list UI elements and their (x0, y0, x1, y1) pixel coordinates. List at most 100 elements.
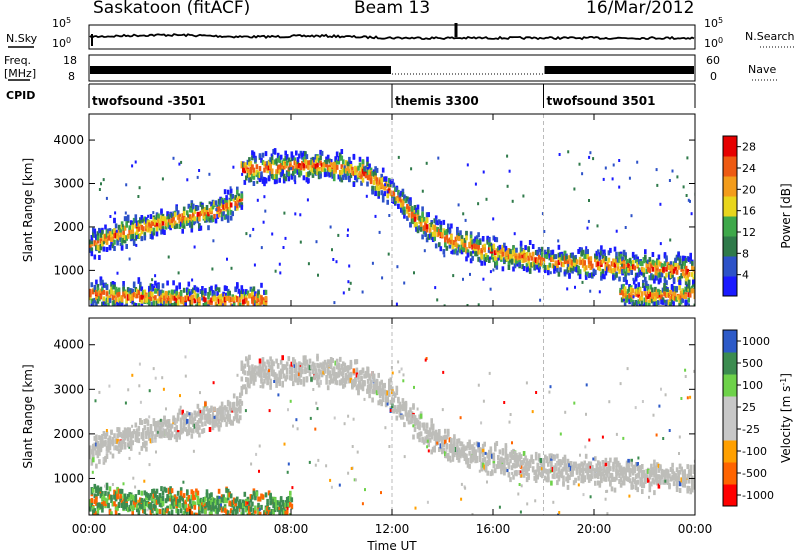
echo-cell (618, 462, 621, 468)
echo-cell (443, 304, 446, 306)
echo-cell (102, 246, 106, 252)
echo-cell (669, 467, 673, 472)
echo-cell (613, 487, 617, 493)
echo-cell (539, 472, 543, 478)
echo-cell (246, 361, 250, 367)
echo-cell (335, 380, 339, 386)
echo-cell (216, 422, 219, 428)
echo-cell (252, 181, 256, 186)
echo-cell (403, 206, 406, 212)
echo-cell (217, 303, 221, 306)
echo-cell (198, 302, 201, 306)
echo-cell (624, 252, 627, 258)
echo-cell (229, 186, 232, 190)
echo-cell (251, 291, 254, 297)
echo-cell (624, 468, 627, 474)
echo-cell (101, 230, 104, 235)
echo-cell (482, 277, 485, 281)
echo-cell (137, 233, 141, 239)
echo-cell (537, 262, 541, 268)
echo-cell (589, 461, 593, 467)
echo-cell (104, 282, 107, 288)
echo-cell (489, 452, 493, 458)
echo-cell (197, 307, 200, 312)
echo-cell (453, 249, 456, 255)
echo-cell (448, 243, 452, 249)
echo-cell (208, 408, 212, 414)
echo-cell (580, 474, 583, 480)
echo-cell (507, 248, 511, 253)
echo-cell (610, 486, 614, 492)
echo-cell (648, 302, 651, 306)
echo-cell (556, 480, 559, 486)
echo-cell (472, 238, 476, 244)
echo-cell (182, 206, 186, 212)
echo-cell (375, 181, 379, 187)
echo-cell (255, 296, 259, 302)
echo-cell (245, 175, 248, 181)
echo-cell (460, 235, 464, 241)
echo-cell (240, 163, 244, 169)
echo-cell (378, 179, 382, 185)
echo-cell (439, 221, 443, 227)
echo-cell (255, 169, 259, 175)
nsearch-tick-high: 105 (704, 16, 723, 30)
echo-cell (342, 159, 345, 165)
echo-cell (158, 419, 162, 425)
echo-cell (105, 431, 109, 437)
echo-cell (577, 265, 580, 271)
echo-cell (214, 218, 218, 224)
echo-cell (123, 444, 127, 450)
echo-cell (451, 249, 455, 255)
cpid-label: CPID (6, 89, 35, 102)
echo-cell (184, 302, 187, 306)
echo-cell (689, 489, 692, 495)
echo-cell (148, 285, 151, 291)
echo-cell (372, 383, 376, 389)
echo-cell (392, 408, 396, 414)
echo-cell (636, 487, 639, 493)
echo-cell (600, 245, 603, 251)
echo-cell (308, 371, 312, 377)
echo-cell (158, 430, 162, 436)
echo-cell (518, 262, 521, 267)
echo-cell (384, 391, 388, 397)
echo-cell (93, 435, 97, 441)
echo-cell (295, 362, 298, 368)
echo-cell (137, 425, 141, 431)
echo-cell (310, 376, 313, 382)
echo-cell (167, 428, 171, 434)
echo-cell (638, 296, 642, 302)
echo-cell (445, 245, 449, 251)
echo-cell (383, 176, 386, 182)
echo-cell (207, 409, 210, 414)
echo-cell (343, 362, 347, 368)
echo-cell (592, 157, 595, 161)
echo-cell (89, 445, 92, 451)
echo-cell (260, 282, 263, 288)
echo-cell (612, 464, 615, 470)
echo-cell (372, 174, 376, 180)
echo-cell (567, 263, 570, 267)
echo-cell (148, 295, 151, 301)
echo-cell (416, 204, 420, 210)
echo-cell (132, 239, 136, 244)
echo-cell (503, 460, 506, 466)
echo-cell (488, 457, 491, 463)
echo-cell (298, 371, 301, 377)
echo-cell (494, 262, 497, 268)
echo-cell (136, 434, 139, 440)
echo-cell (542, 467, 546, 473)
echo-cell (689, 258, 692, 264)
echo-cell (166, 222, 169, 228)
echo-cell (99, 280, 103, 286)
echo-cell (223, 293, 227, 299)
echo-cell (515, 247, 518, 253)
echo-cell (575, 468, 579, 474)
echo-cell (681, 470, 685, 476)
echo-cell (98, 435, 101, 441)
echo-cell (129, 442, 133, 448)
echo-cell (637, 272, 641, 277)
echo-cell (500, 469, 503, 475)
echo-cell (569, 465, 573, 471)
